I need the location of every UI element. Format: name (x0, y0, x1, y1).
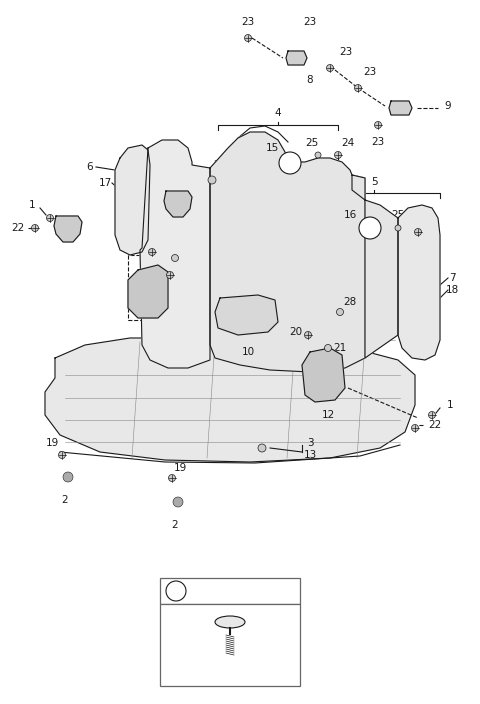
Circle shape (208, 176, 216, 184)
Text: 7: 7 (449, 273, 456, 283)
Polygon shape (215, 295, 278, 335)
Text: 25: 25 (391, 210, 405, 220)
Circle shape (315, 152, 321, 158)
Circle shape (429, 412, 435, 418)
Text: 23: 23 (241, 17, 254, 27)
Text: 12: 12 (322, 410, 335, 420)
Circle shape (359, 217, 381, 239)
Polygon shape (389, 101, 412, 115)
Text: 28: 28 (343, 297, 357, 307)
Ellipse shape (215, 616, 245, 628)
Polygon shape (302, 348, 345, 402)
Text: 3: 3 (307, 438, 313, 448)
Bar (160, 578, 300, 604)
Bar (160, 604, 300, 686)
Text: 20: 20 (289, 327, 302, 337)
Polygon shape (398, 205, 440, 360)
Polygon shape (164, 191, 192, 217)
Text: 20: 20 (175, 270, 189, 280)
Text: 26: 26 (419, 213, 432, 223)
Polygon shape (352, 175, 398, 358)
Circle shape (355, 84, 361, 92)
Text: 24: 24 (341, 138, 355, 148)
Circle shape (166, 581, 186, 601)
Polygon shape (115, 145, 150, 255)
Text: 23: 23 (339, 47, 353, 57)
Text: 16: 16 (343, 210, 357, 220)
Text: 8: 8 (307, 75, 313, 85)
Text: 2: 2 (62, 495, 68, 505)
Text: 1: 1 (447, 400, 453, 410)
Polygon shape (286, 51, 307, 65)
Text: 21: 21 (181, 253, 194, 263)
Polygon shape (210, 132, 365, 372)
Circle shape (168, 474, 176, 482)
Text: 23: 23 (372, 137, 384, 147)
Circle shape (32, 225, 38, 232)
Circle shape (258, 444, 266, 452)
Text: 22: 22 (12, 223, 24, 233)
Circle shape (395, 225, 401, 231)
Polygon shape (128, 265, 168, 318)
Text: 19: 19 (46, 438, 59, 448)
Text: 18: 18 (445, 285, 458, 295)
Text: 17: 17 (98, 178, 112, 188)
Text: 9: 9 (444, 101, 451, 111)
Circle shape (173, 497, 183, 507)
Text: 27: 27 (214, 160, 227, 170)
Text: 4: 4 (275, 108, 281, 118)
Text: 22: 22 (428, 420, 442, 430)
Polygon shape (140, 140, 210, 368)
Circle shape (411, 425, 419, 432)
Text: 11: 11 (142, 325, 155, 335)
Circle shape (167, 272, 173, 279)
Circle shape (171, 255, 179, 261)
Circle shape (335, 151, 341, 158)
Circle shape (244, 34, 252, 42)
Text: 25: 25 (305, 138, 319, 148)
Text: 19: 19 (173, 463, 187, 473)
Text: 1: 1 (29, 200, 36, 210)
Circle shape (336, 308, 344, 315)
Circle shape (304, 332, 312, 339)
Polygon shape (54, 216, 82, 242)
Circle shape (148, 249, 156, 256)
Polygon shape (45, 338, 415, 462)
Text: 13: 13 (303, 450, 317, 460)
Text: 10: 10 (241, 347, 254, 357)
Text: a: a (173, 586, 180, 596)
Circle shape (415, 229, 421, 236)
Circle shape (59, 451, 65, 458)
Text: 14: 14 (207, 584, 228, 598)
Text: 21: 21 (334, 343, 347, 353)
Circle shape (326, 65, 334, 72)
Circle shape (324, 344, 332, 351)
Text: 23: 23 (363, 67, 377, 77)
Text: a: a (287, 158, 293, 168)
Text: 2: 2 (172, 520, 178, 530)
Circle shape (63, 472, 73, 482)
Circle shape (279, 152, 301, 174)
Text: 5: 5 (371, 177, 377, 187)
Circle shape (374, 122, 382, 129)
Text: 20: 20 (133, 243, 146, 253)
Text: 23: 23 (303, 17, 317, 27)
Text: 15: 15 (265, 143, 278, 153)
Text: a: a (367, 223, 373, 233)
Text: 6: 6 (87, 162, 93, 172)
Circle shape (47, 215, 53, 222)
